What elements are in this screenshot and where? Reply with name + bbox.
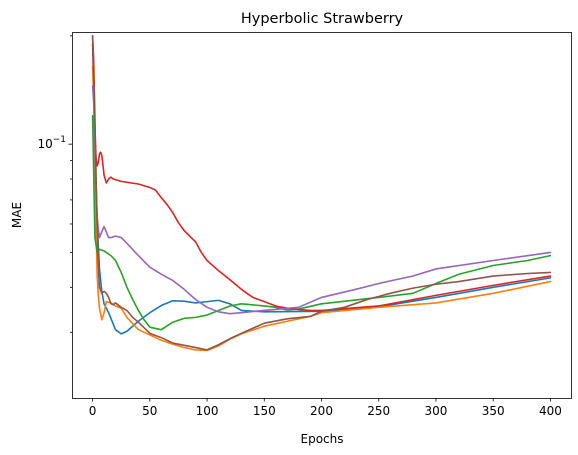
- plot-frame: [73, 33, 572, 399]
- x-tick-label: 50: [142, 404, 157, 418]
- x-axis: 0 50 100 150 200 250 300 350 400: [89, 398, 562, 418]
- series-line-2: [93, 66, 551, 351]
- x-tick-label: 400: [539, 404, 562, 418]
- x-tick-label: 150: [253, 404, 276, 418]
- series-layer: [93, 36, 551, 351]
- x-tick-label: 350: [482, 404, 505, 418]
- series-line-5: [93, 86, 551, 314]
- x-axis-label: Epochs: [301, 432, 344, 446]
- series-line-1: [93, 44, 551, 334]
- series-line-4: [93, 36, 551, 311]
- y-axis: 10−1: [37, 36, 72, 332]
- x-tick-label: 100: [196, 404, 219, 418]
- x-tick-label: 0: [89, 404, 97, 418]
- x-tick-label: 200: [310, 404, 333, 418]
- series-line-6: [93, 36, 551, 350]
- chart-title: Hyperbolic Strawberry: [241, 11, 404, 27]
- y-tick-label: 10−1: [37, 135, 66, 151]
- y-axis-label: MAE: [10, 202, 24, 228]
- x-tick-label: 300: [424, 404, 447, 418]
- x-tick-label: 250: [367, 404, 390, 418]
